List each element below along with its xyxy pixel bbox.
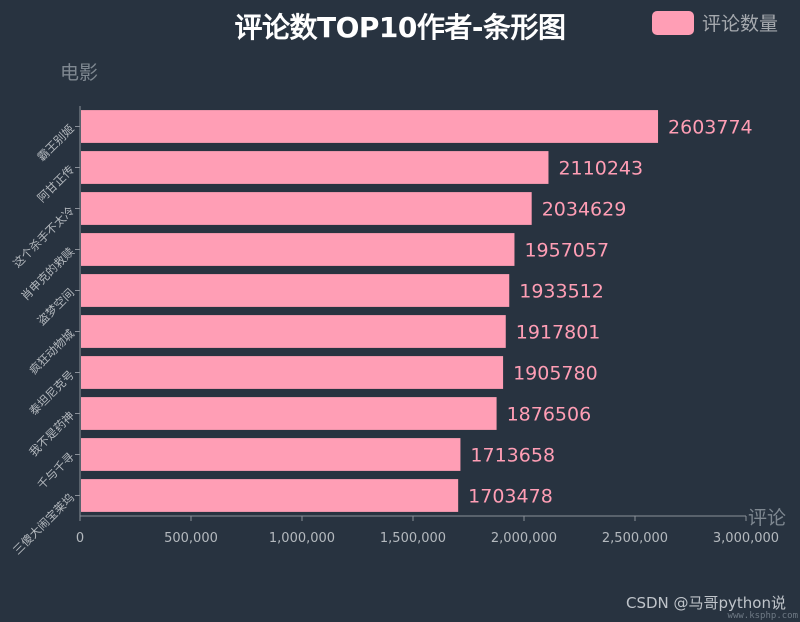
x-tick-label: 0 xyxy=(76,531,84,546)
x-tick-label: 1,000,000 xyxy=(269,531,335,546)
x-tick-label: 1,500,000 xyxy=(380,531,446,546)
y-tick-label: 霸王别姬 xyxy=(35,122,77,164)
site-url: www.ksphp.com xyxy=(727,611,798,621)
y-tick-label: 盗梦空间 xyxy=(35,286,77,328)
bar xyxy=(81,110,659,143)
bar-value-label: 2110243 xyxy=(558,158,643,180)
bar xyxy=(81,151,549,184)
bar xyxy=(81,233,515,266)
bar-value-label: 1957057 xyxy=(524,240,609,262)
legend[interactable]: 评论数量 xyxy=(652,9,778,36)
bar xyxy=(81,274,510,307)
bar-value-label: 1876506 xyxy=(507,404,592,426)
bar-value-label: 1933512 xyxy=(519,281,604,303)
y-tick-label: 三傻大闹宝莱坞 xyxy=(10,491,77,558)
y-tick-label: 千与千寻 xyxy=(35,450,77,492)
bar xyxy=(81,315,506,348)
x-tick-label: 2,500,000 xyxy=(602,531,668,546)
bar xyxy=(81,397,497,430)
legend-label: 评论数量 xyxy=(702,13,779,35)
legend-swatch xyxy=(652,10,694,35)
chart-title: 评论数TOP10作者-条形图 xyxy=(234,11,566,44)
watermark: CSDN @马哥python说 xyxy=(625,594,786,612)
bar-value-label: 2034629 xyxy=(542,199,627,221)
y-tick-label: 阿甘正传 xyxy=(35,163,77,205)
x-axis-title: 评论 xyxy=(748,507,787,529)
bar xyxy=(81,192,532,225)
bar-value-label: 1905780 xyxy=(513,363,598,385)
bar-value-label: 1917801 xyxy=(516,322,601,344)
x-tick-label: 2,000,000 xyxy=(491,531,557,546)
bar xyxy=(81,356,504,389)
bar xyxy=(81,479,459,512)
bar xyxy=(81,438,461,471)
x-tick-label: 3,000,000 xyxy=(713,531,779,546)
y-axis-title: 电影 xyxy=(60,62,99,84)
bar-value-label: 1703478 xyxy=(468,486,553,508)
x-tick-label: 500,000 xyxy=(164,531,218,546)
bar-value-label: 1713658 xyxy=(470,445,555,467)
y-tick-label: 疯狂动物城 xyxy=(26,326,77,377)
bar-value-label: 2603774 xyxy=(668,117,753,139)
